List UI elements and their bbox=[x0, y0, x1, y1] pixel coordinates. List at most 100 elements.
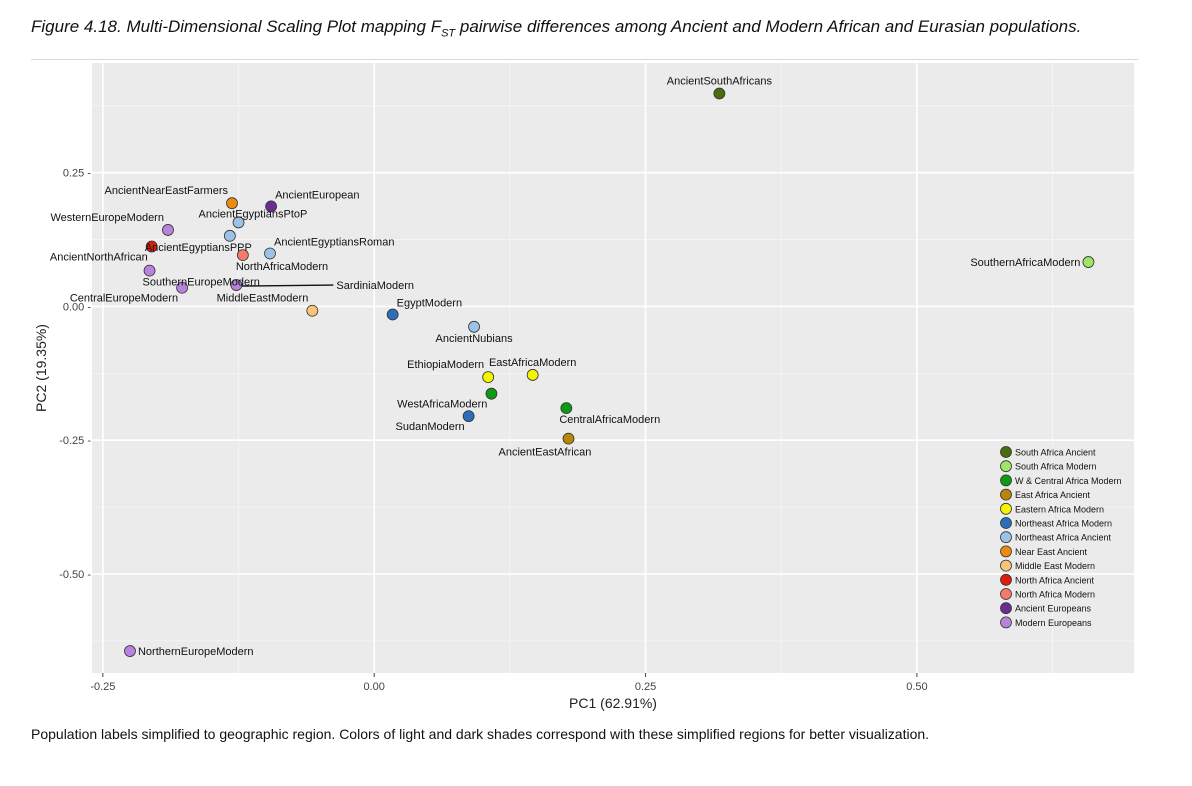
legend-entry: Ancient Europeans bbox=[1015, 604, 1092, 614]
data-point bbox=[713, 87, 726, 100]
data-point bbox=[145, 240, 158, 253]
point-label: WestAfricaModern bbox=[397, 399, 487, 411]
legend-entry: Near East Ancient bbox=[1015, 547, 1088, 557]
data-point bbox=[1082, 256, 1095, 268]
x-tick-labels: -0.25 0.00 0.25 0.50 bbox=[90, 681, 927, 693]
point-label: EastAfricaModern bbox=[489, 357, 576, 369]
data-point bbox=[485, 387, 498, 400]
title-divider bbox=[31, 59, 1138, 60]
point-label: AncientSouthAfricans bbox=[667, 76, 773, 88]
data-point bbox=[230, 279, 243, 291]
legend-swatch bbox=[1000, 517, 1012, 529]
axis-ticks bbox=[102, 673, 918, 677]
data-point bbox=[124, 645, 136, 657]
point-label: SouthernEuropeModern bbox=[143, 277, 260, 289]
point-label: AncientNubians bbox=[436, 333, 514, 345]
data-point bbox=[482, 371, 495, 383]
leader-line bbox=[241, 284, 334, 287]
plot-panel-background bbox=[92, 63, 1134, 673]
data-point bbox=[232, 216, 245, 229]
point-label: MiddleEastModern bbox=[217, 293, 309, 305]
legend: South Africa Ancient South Africa Modern W… bbox=[1000, 446, 1122, 629]
point-label: SouthernAfricaModern bbox=[970, 257, 1080, 269]
legend-entry: North Africa Modern bbox=[1015, 590, 1095, 600]
x-axis-label: PC1 (62.91%) bbox=[569, 695, 657, 711]
legend-entry: Middle East Modern bbox=[1015, 561, 1095, 571]
legend-swatch bbox=[1000, 474, 1012, 487]
legend-swatch bbox=[1000, 545, 1012, 558]
legend-swatch bbox=[1000, 531, 1012, 544]
point-label: AncientEuropean bbox=[275, 189, 359, 201]
x-tick-label: -0.25 bbox=[90, 681, 115, 693]
data-point bbox=[562, 432, 575, 445]
data-point bbox=[462, 410, 475, 423]
legend-swatch bbox=[1000, 616, 1012, 629]
y-tick-label: 0.25 - bbox=[63, 168, 91, 180]
legend-entry: W & Central Africa Modern bbox=[1015, 476, 1122, 486]
figure-caption: Population labels simplified to geograph… bbox=[31, 726, 930, 742]
point-label: EgyptModern bbox=[397, 297, 462, 309]
point-label: AncientNorthAfrican bbox=[50, 252, 148, 264]
legend-entry: South Africa Modern bbox=[1015, 462, 1097, 472]
data-point bbox=[386, 308, 399, 321]
figure-title: Figure 4.18. Multi-Dimensional Scaling P… bbox=[31, 17, 1131, 43]
legend-swatch bbox=[1000, 502, 1012, 515]
y-tick-labels: 0.25 - 0.00 - -0.25 - -0.50 - bbox=[59, 168, 91, 581]
data-point bbox=[560, 402, 573, 415]
legend-swatch bbox=[1000, 573, 1012, 586]
grid-major bbox=[92, 63, 1134, 673]
legend-entry: South Africa Ancient bbox=[1015, 448, 1096, 458]
point-label: SardiniaModern bbox=[336, 280, 414, 292]
legend-swatch bbox=[1000, 588, 1012, 600]
data-point bbox=[236, 249, 249, 261]
point-label: CentralEuropeModern bbox=[70, 293, 178, 305]
y-tick-label: -0.50 - bbox=[59, 569, 91, 581]
data-point bbox=[526, 369, 539, 381]
data-point bbox=[176, 281, 188, 294]
figure-title-text-end: pairwise differences among Ancient and M… bbox=[455, 17, 1082, 36]
y-tick-label: 0.00 - bbox=[63, 301, 91, 313]
legend-entry: East Africa Ancient bbox=[1015, 490, 1091, 500]
figure-title-subscript: ST bbox=[441, 27, 456, 40]
legend-swatch bbox=[1000, 559, 1012, 572]
data-point bbox=[226, 197, 238, 210]
data-point bbox=[143, 264, 156, 277]
point-label: AncientNearEastFarmers bbox=[105, 185, 229, 197]
legend-entry: Northeast Africa Ancient bbox=[1015, 533, 1112, 543]
point-label: NorthernEuropeModern bbox=[138, 646, 254, 658]
data-point bbox=[223, 229, 236, 242]
data-point bbox=[265, 200, 277, 213]
legend-entry: Northeast Africa Modern bbox=[1015, 519, 1112, 529]
x-tick-label: 0.50 bbox=[906, 681, 927, 693]
legend-entry: Eastern Africa Modern bbox=[1015, 504, 1104, 514]
legend-swatch bbox=[1000, 460, 1012, 473]
y-axis-label: PC2 (19.35%) bbox=[33, 324, 49, 412]
data-point bbox=[162, 224, 174, 236]
point-label: WesternEuropeModern bbox=[50, 212, 164, 224]
point-label: CentralAfricaModern bbox=[559, 414, 660, 426]
legend-swatch bbox=[1000, 446, 1012, 458]
point-label: SudanModern bbox=[396, 421, 465, 433]
data-point bbox=[468, 320, 480, 333]
point-labels: AncientSouthAfricans SouthernAfricaModern… bbox=[50, 76, 1081, 659]
legend-swatch bbox=[1000, 488, 1012, 501]
data-points bbox=[124, 87, 1095, 657]
grid-minor bbox=[92, 63, 1134, 673]
point-label: AncientEgyptiansPtoP bbox=[199, 208, 308, 220]
y-tick-label: -0.25 - bbox=[59, 435, 91, 447]
legend-entry: Modern Europeans bbox=[1015, 618, 1092, 628]
point-label: NorthAfricaModern bbox=[236, 261, 328, 273]
mds-scatter-plot: -0.25 0.00 0.25 0.50 0.25 - 0.00 - -0.25 - -0.… bbox=[33, 63, 1134, 711]
point-label: EthiopiaModern bbox=[407, 359, 484, 371]
x-tick-label: 0.25 bbox=[635, 681, 656, 693]
x-tick-label: 0.00 bbox=[363, 681, 384, 693]
point-label: AncientEastAfrican bbox=[498, 447, 591, 459]
figure-title-text: Figure 4.18. Multi-Dimensional Scaling P… bbox=[31, 17, 442, 36]
point-label: AncientEgyptiansPPP bbox=[145, 242, 252, 254]
legend-entry: North Africa Ancient bbox=[1015, 575, 1095, 585]
legend-swatch bbox=[1000, 602, 1012, 615]
data-point bbox=[306, 304, 319, 317]
label-leader-lines bbox=[241, 284, 334, 287]
point-label: AncientEgyptiansRoman bbox=[274, 236, 394, 248]
data-point bbox=[264, 247, 276, 260]
